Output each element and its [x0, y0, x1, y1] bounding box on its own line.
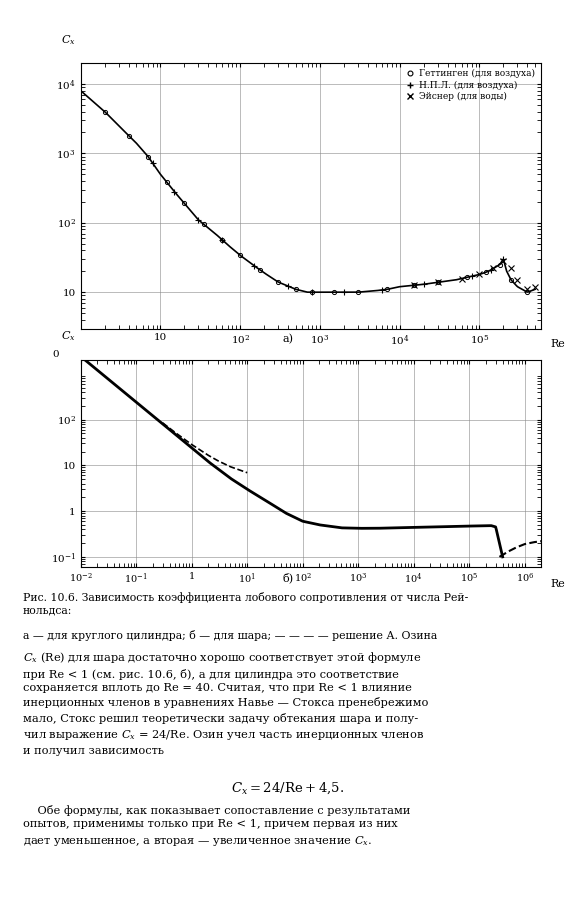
Legend: Геттинген (для воздуха), Н.П.Л. (для воздуха), Эйснер (для воды): Геттинген (для воздуха), Н.П.Л. (для воз…: [403, 68, 537, 103]
Text: а): а): [282, 334, 294, 344]
Text: Рис. 10.6. Зависимость коэффициента лобового сопротивления от числа Рей-
нольдса: Рис. 10.6. Зависимость коэффициента лобо…: [23, 592, 468, 616]
Text: а — для круглого цилиндра; б — для шара; — — — — решение А. Озина: а — для круглого цилиндра; б — для шара;…: [23, 630, 437, 641]
Text: $C_x$: $C_x$: [61, 329, 76, 344]
Text: $C_x$ (Re) для шара достаточно хорошо соответствует этой формуле
при Re < 1 (см.: $C_x$ (Re) для шара достаточно хорошо со…: [23, 650, 429, 756]
Text: Re: Re: [551, 339, 566, 349]
Text: 0: 0: [52, 350, 59, 359]
Text: Обе формулы, как показывает сопоставление с результатами
опытов, применимы тольк: Обе формулы, как показывает сопоставлени…: [23, 805, 411, 848]
Text: $C_x = 24/\mathrm{Re} + 4{,}5.$: $C_x = 24/\mathrm{Re} + 4{,}5.$: [232, 780, 344, 796]
Text: $C_x$: $C_x$: [61, 33, 76, 47]
Text: б): б): [282, 572, 294, 583]
Text: Re: Re: [551, 580, 566, 590]
